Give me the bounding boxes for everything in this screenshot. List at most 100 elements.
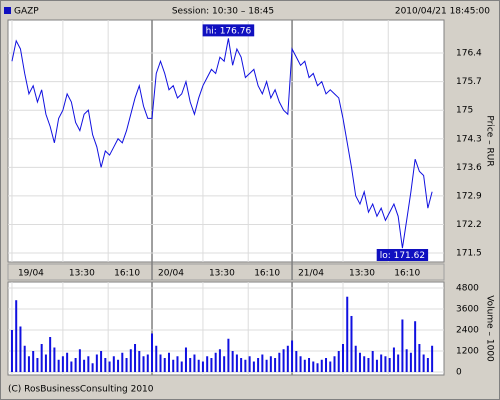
volume-bar (91, 363, 94, 373)
timestamp: 2010/04/21 18:45:00 (395, 7, 490, 17)
volume-bar (129, 349, 132, 373)
volume-panel (7, 281, 445, 376)
volume-bar (337, 351, 340, 373)
symbol: GAZP (14, 7, 39, 17)
volume-bar (74, 358, 77, 373)
volume-bar (36, 358, 39, 373)
volume-bar (375, 359, 378, 373)
price-line (11, 38, 433, 249)
volume-bar (53, 347, 56, 373)
session: Session: 10:30 – 18:45 (172, 7, 274, 17)
volume-bar (23, 345, 26, 373)
volume-bar (189, 358, 192, 373)
volume-bar (388, 358, 391, 373)
volume-bar (426, 358, 429, 373)
y-tick-label: 172.9 (456, 191, 482, 201)
volume-bar (159, 354, 162, 373)
y-tick-label: 171.5 (456, 249, 482, 259)
x-tick-label: 16:10 (114, 269, 140, 279)
volume-bar (320, 359, 323, 373)
volume-bar (341, 344, 344, 373)
x-tick-label: 21/04 (298, 269, 324, 279)
volume-bar (367, 358, 370, 373)
y-tick-label: 173.6 (456, 163, 482, 173)
volume-bar (95, 354, 98, 373)
annotation-label: lo: 171.62 (380, 251, 425, 261)
volume-bar (414, 321, 417, 373)
volume-bar (10, 329, 13, 373)
volume-bar (350, 315, 353, 373)
volume-bar (303, 359, 306, 373)
volume-bar (15, 300, 18, 373)
volume-bar (291, 340, 294, 373)
annotation-label: hi: 176.76 (206, 26, 252, 36)
volume-bar (210, 358, 213, 373)
x-tick-label: 13:30 (69, 269, 95, 279)
x-tick-label: 16:10 (254, 269, 280, 279)
volume-bar (257, 358, 260, 373)
volume-bar (70, 361, 73, 373)
volume-bar (227, 338, 230, 373)
volume-bar (180, 361, 183, 373)
y-tick-label: 0 (456, 368, 462, 378)
volume-bar (261, 354, 264, 373)
volume-bar (431, 345, 434, 373)
volume-bar (125, 358, 128, 373)
volume-bar (316, 363, 319, 373)
volume-bar (117, 359, 120, 373)
volume-bar (240, 358, 243, 373)
volume-bar (83, 359, 86, 373)
volume-bar (32, 351, 35, 373)
time-axis-strip (7, 263, 445, 281)
volume-bar (244, 359, 247, 373)
volume-bar (184, 347, 187, 373)
volume-bar (176, 356, 179, 373)
volume-bar (274, 358, 277, 373)
y-tick-label: 1200 (456, 347, 479, 357)
y-axis-title: Volume – 1000 (485, 295, 495, 362)
y-tick-label: 176.4 (456, 49, 482, 59)
symbol-icon (4, 7, 11, 14)
volume-bar (206, 356, 209, 373)
volume-bar (363, 356, 366, 373)
volume-bar (138, 351, 141, 373)
price-panel (7, 19, 445, 263)
volume-bar (405, 349, 408, 373)
volume-bar (265, 359, 268, 373)
y-tick-label: 2400 (456, 325, 479, 335)
volume-bar (329, 361, 332, 373)
y-tick-label: 174.3 (456, 134, 482, 144)
volume-bar (422, 354, 425, 373)
y-axis-title: Price – RUR (485, 115, 495, 166)
volume-bar (121, 352, 124, 373)
volume-bar (286, 345, 289, 373)
volume-bar (384, 356, 387, 373)
footer: (C) RosBusinessConsulting 2010 (8, 385, 154, 395)
volume-bar (214, 352, 217, 373)
y-tick-label: 3600 (456, 304, 479, 314)
volume-bar (295, 351, 298, 373)
volume-bar (66, 352, 69, 373)
volume-bar (163, 358, 166, 373)
volume-bar (380, 354, 383, 373)
volume-bar (346, 296, 349, 373)
x-tick-label: 13:30 (209, 269, 235, 279)
volume-bar (146, 354, 149, 373)
volume-bar (308, 358, 311, 373)
volume-bar (278, 352, 281, 373)
volume-bar (57, 359, 60, 373)
y-tick-label: 175 (456, 106, 473, 116)
volume-bar (231, 351, 234, 373)
volume-bar (108, 361, 111, 373)
volume-bar (218, 349, 221, 373)
volume-bar (269, 356, 272, 373)
volume-bar (19, 326, 22, 373)
volume-bar (418, 344, 421, 373)
y-tick-label: 172.2 (456, 220, 482, 230)
volume-bar (201, 361, 204, 373)
volume-bar (193, 354, 196, 373)
volume-bar (312, 361, 315, 373)
volume-bar (358, 352, 361, 373)
volume-bar (223, 356, 226, 373)
